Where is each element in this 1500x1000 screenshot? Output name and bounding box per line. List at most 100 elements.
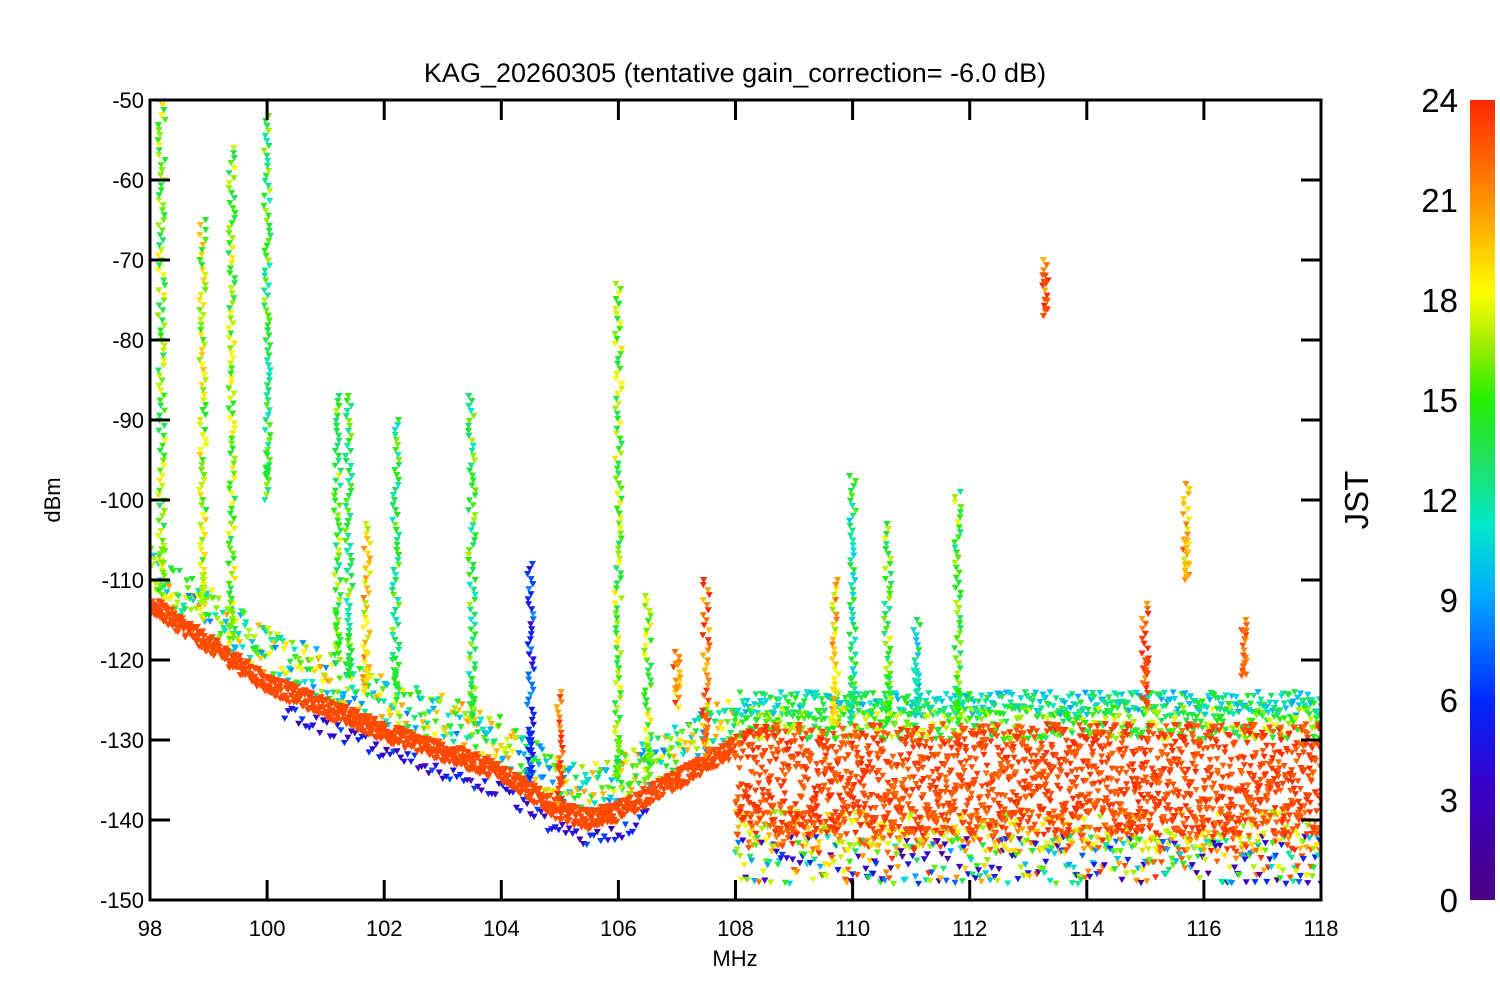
noise-point bbox=[825, 762, 833, 769]
noise-point bbox=[742, 823, 750, 830]
noise-point bbox=[457, 724, 465, 731]
noise-point bbox=[1241, 817, 1249, 824]
noise-point bbox=[1083, 736, 1091, 743]
noise-point bbox=[432, 718, 440, 725]
noise-point bbox=[365, 749, 373, 756]
noise-point bbox=[1182, 803, 1190, 810]
noise-point bbox=[405, 707, 413, 714]
noise-point bbox=[1266, 813, 1274, 820]
noise-point bbox=[743, 732, 751, 739]
noise-point bbox=[418, 695, 426, 702]
noise-point bbox=[236, 652, 244, 660]
noise-point bbox=[193, 623, 201, 631]
noise-point bbox=[888, 734, 896, 741]
noise-point bbox=[1168, 712, 1176, 719]
noise-point bbox=[611, 836, 619, 844]
noise-point bbox=[974, 867, 983, 874]
noise-point bbox=[1160, 766, 1168, 773]
noise-point bbox=[849, 804, 858, 812]
noise-point bbox=[1064, 711, 1072, 719]
noise-point bbox=[1061, 807, 1069, 814]
noise-point bbox=[1098, 746, 1106, 753]
noise-point bbox=[217, 631, 225, 638]
noise-point bbox=[1152, 830, 1160, 837]
noise-point bbox=[905, 751, 913, 758]
noise-point bbox=[1070, 813, 1078, 820]
noise-point bbox=[1087, 723, 1095, 730]
noise-point bbox=[1262, 771, 1270, 778]
noise-point bbox=[1302, 844, 1310, 851]
noise-point bbox=[348, 706, 356, 714]
noise-point bbox=[921, 743, 929, 750]
noise-point bbox=[1161, 796, 1169, 803]
noise-point bbox=[951, 692, 959, 700]
noise-point bbox=[1007, 821, 1015, 828]
noise-point bbox=[272, 693, 280, 700]
noise-point bbox=[1275, 810, 1283, 817]
noise-point bbox=[949, 802, 957, 810]
noise-point bbox=[264, 625, 272, 632]
noise-point bbox=[960, 844, 968, 851]
noise-point bbox=[1021, 778, 1029, 785]
noise-point bbox=[832, 735, 841, 742]
noise-point bbox=[1148, 723, 1156, 730]
noise-point bbox=[1289, 878, 1297, 885]
noise-point bbox=[991, 839, 999, 847]
noise-point bbox=[1038, 745, 1046, 752]
noise-point bbox=[779, 829, 787, 836]
noise-point bbox=[1193, 751, 1201, 758]
noise-point bbox=[1002, 742, 1010, 749]
noise-point bbox=[1222, 838, 1230, 845]
noise-point bbox=[1004, 760, 1012, 767]
noise-point bbox=[662, 763, 670, 770]
noise-point bbox=[909, 853, 917, 860]
noise-point bbox=[252, 644, 260, 652]
noise-point bbox=[991, 831, 1000, 838]
noise-point bbox=[782, 728, 790, 735]
noise-point bbox=[914, 880, 923, 888]
noise-point bbox=[1084, 868, 1092, 875]
noise-point bbox=[1125, 707, 1133, 715]
noise-point bbox=[988, 818, 996, 825]
noise-point bbox=[298, 666, 306, 674]
noise-point bbox=[1154, 709, 1163, 716]
noise-point bbox=[1211, 830, 1219, 837]
noise-point bbox=[1220, 832, 1228, 839]
noise-point bbox=[1090, 861, 1098, 868]
noise-point bbox=[502, 751, 510, 758]
noise-point bbox=[694, 753, 702, 760]
noise-point bbox=[955, 813, 964, 820]
noise-point bbox=[808, 727, 816, 734]
noise-point bbox=[1096, 869, 1104, 876]
noise-point bbox=[1286, 831, 1294, 838]
noise-point bbox=[1115, 770, 1124, 777]
noise-point bbox=[879, 835, 887, 843]
noise-point bbox=[1155, 832, 1163, 839]
noise-point bbox=[809, 831, 817, 838]
noise-point bbox=[1112, 722, 1120, 729]
noise-point bbox=[1009, 789, 1017, 796]
noise-point bbox=[715, 747, 723, 754]
noise-point bbox=[1204, 693, 1212, 700]
noise-point bbox=[767, 744, 775, 752]
noise-point bbox=[1062, 800, 1070, 807]
noise-point bbox=[1067, 705, 1075, 712]
noise-point bbox=[980, 862, 988, 870]
noise-point bbox=[950, 837, 958, 844]
noise-point bbox=[449, 739, 458, 746]
noise-point bbox=[1263, 703, 1271, 711]
noise-point bbox=[1166, 696, 1174, 703]
noise-point bbox=[491, 769, 499, 776]
noise-point bbox=[910, 774, 918, 781]
noise-point bbox=[1023, 768, 1031, 775]
noise-point bbox=[1078, 852, 1086, 859]
noise-point bbox=[257, 655, 265, 662]
noise-point bbox=[862, 865, 870, 872]
noise-point bbox=[1113, 856, 1122, 863]
noise-point bbox=[712, 733, 720, 741]
noise-point bbox=[1166, 831, 1174, 838]
noise-point bbox=[917, 824, 925, 832]
noise-point bbox=[995, 774, 1003, 781]
noise-point bbox=[778, 843, 786, 850]
noise-point bbox=[757, 799, 765, 806]
